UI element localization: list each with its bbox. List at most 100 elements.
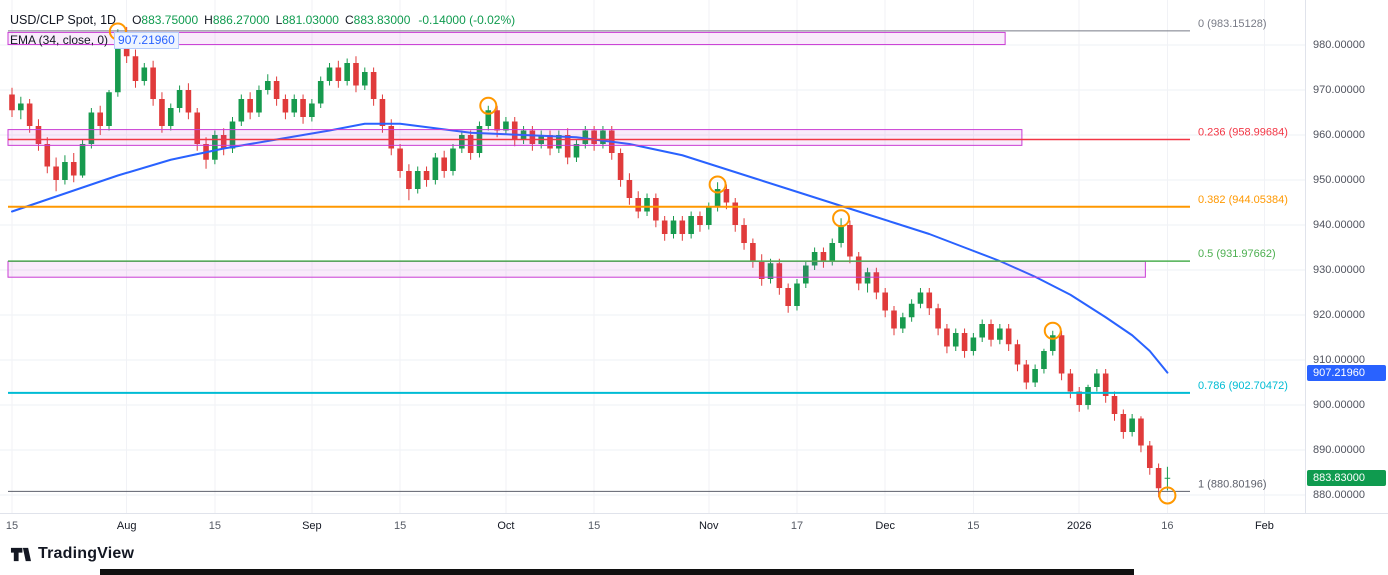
candle-body: [273, 81, 280, 99]
ema-line: [11, 122, 1169, 374]
change-value: -0.14000 (-0.02%): [418, 13, 516, 27]
chart-canvas[interactable]: 0 (983.15128) 0.236 (958.99684) 0.382 (944…: [0, 0, 1305, 513]
candle-body: [326, 67, 333, 81]
candle-body: [150, 67, 156, 99]
candle-body: [591, 130, 597, 144]
candle-body: [961, 333, 968, 351]
chart-footer: TradingView: [10, 538, 134, 570]
candle-body: [370, 72, 377, 99]
fib-label: 0.786 (902.70472): [1198, 380, 1288, 392]
price-tick-label: 910.00000: [1313, 354, 1365, 366]
candle-body: [1129, 418, 1135, 432]
fib-label: 0.236 (958.99684): [1198, 127, 1288, 139]
candle-body: [644, 198, 650, 212]
candle-body: [167, 108, 174, 126]
candle-body: [344, 63, 350, 81]
last-price-badge: 883.83000: [1307, 469, 1386, 486]
candle-body: [635, 198, 642, 212]
candle-body: [106, 92, 112, 126]
candle-body: [212, 135, 218, 160]
ema-indicator-label[interactable]: EMA (34, close, 0): [10, 33, 109, 47]
candle-body: [353, 63, 359, 86]
candle-body: [185, 90, 192, 113]
candle-body: [53, 166, 59, 180]
candle-body: [115, 33, 121, 93]
symbol-title[interactable]: USD/CLP Spot, 1D: [10, 13, 117, 27]
tradingview-logo[interactable]: TradingView: [10, 544, 134, 565]
drawing-rectangle[interactable]: [7, 129, 1023, 146]
candle-body: [309, 103, 315, 117]
candles-layer: [9, 27, 1171, 498]
time-tick-label: 16: [1161, 520, 1174, 532]
time-tick-label: Sep: [302, 520, 322, 532]
price-tick-label: 930.00000: [1313, 264, 1365, 276]
candle-body: [511, 121, 518, 140]
circle-marker[interactable]: [1043, 321, 1062, 340]
candle-body: [1023, 364, 1030, 383]
price-tick-label: 980.00000: [1313, 39, 1365, 51]
price-tick-label: 970.00000: [1313, 84, 1365, 96]
candle-body: [811, 252, 818, 266]
circle-marker[interactable]: [708, 175, 727, 194]
open-value: 883.75000: [141, 13, 199, 27]
time-axis[interactable]: 15 Aug 15 Sep 15 Oct 15 Nov 17 Dec 15 2026 16 Feb: [0, 513, 1388, 539]
candle-body: [820, 252, 827, 261]
candle-body: [855, 256, 862, 284]
drawing-rectangle[interactable]: [7, 31, 1006, 46]
candle-body: [70, 162, 77, 176]
candle-body: [997, 328, 1003, 340]
price-tick-label: 940.00000: [1313, 219, 1365, 231]
candle-body: [908, 303, 915, 318]
candle-body: [26, 103, 33, 126]
candle-body: [864, 272, 871, 284]
candle-body: [317, 81, 324, 104]
price-tick-label: 890.00000: [1313, 444, 1365, 456]
candle-body: [785, 288, 791, 306]
time-tick-label: Aug: [116, 520, 137, 532]
candle-body: [1094, 373, 1100, 387]
candle-body: [758, 261, 765, 279]
ema-price-badge: 907.21960: [1307, 364, 1386, 381]
circle-marker[interactable]: [479, 96, 498, 115]
candle-body: [423, 171, 430, 180]
ema-indicator-value: 907.21960: [114, 31, 179, 49]
bottom-dark-strip: [100, 569, 1134, 575]
candle-body: [847, 225, 853, 257]
candle-body: [362, 72, 368, 86]
candle-body: [388, 126, 395, 149]
tradingview-logo-text: TradingView: [38, 545, 135, 562]
candle-body: [1164, 477, 1171, 479]
candle-body: [952, 333, 959, 347]
candle-body: [723, 189, 730, 203]
candle-body: [944, 328, 950, 347]
candle-body: [264, 81, 271, 90]
time-tick-label: Nov: [698, 520, 719, 532]
candle-body: [1085, 387, 1091, 405]
price-tick-label: 880.00000: [1313, 489, 1365, 501]
candle-body: [229, 121, 236, 149]
candle-body: [335, 67, 342, 81]
candle-body: [829, 243, 836, 261]
price-tick-label: 900.00000: [1313, 399, 1365, 411]
price-axis[interactable]: 907.21960 883.83000 980.00000 970.00000 96…: [1305, 0, 1388, 513]
candle-body: [9, 94, 15, 111]
legend-row-symbol: USD/CLP Spot, 1D O883.75000 H886.27000 L88…: [10, 10, 515, 30]
open-label: O: [132, 13, 142, 27]
candle-body: [406, 171, 412, 189]
drawing-rectangle[interactable]: [7, 260, 1146, 278]
candle-body: [741, 225, 747, 243]
candle-body: [529, 130, 536, 144]
time-tick-label: Feb: [1254, 520, 1274, 532]
circle-marker[interactable]: [832, 209, 851, 228]
candle-body: [988, 324, 994, 340]
circle-marker[interactable]: [1158, 486, 1177, 505]
candle-body: [35, 126, 42, 144]
candle-body: [882, 292, 888, 311]
candle-body: [141, 67, 148, 81]
time-tick-label: 15: [587, 520, 601, 532]
candle-body: [97, 112, 103, 126]
candle-body: [661, 220, 668, 234]
candle-body: [573, 144, 580, 158]
fib-label: 1 (880.80196): [1198, 478, 1267, 490]
